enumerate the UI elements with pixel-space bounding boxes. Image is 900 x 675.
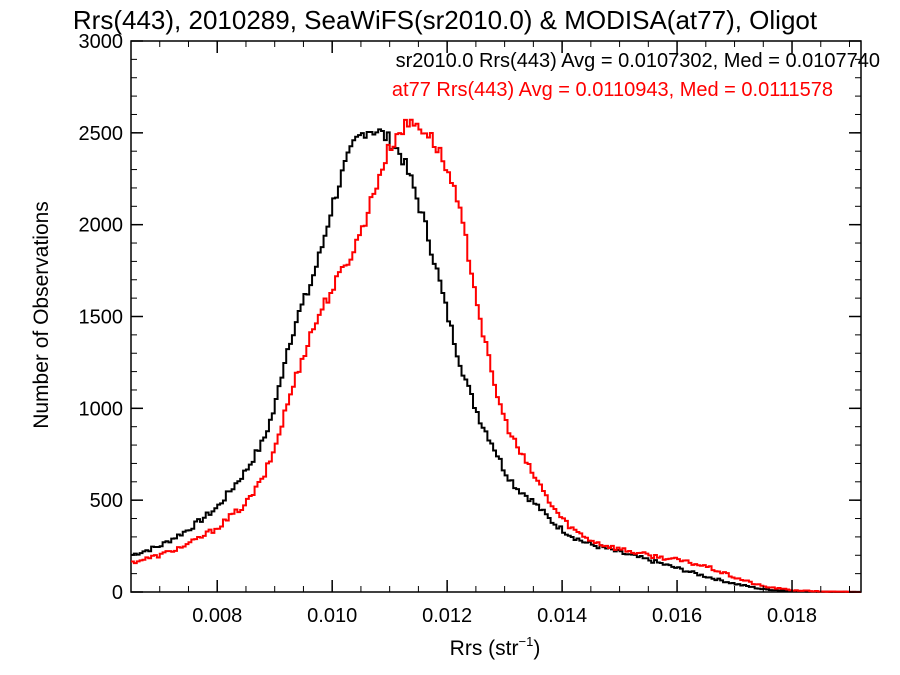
y-axis-label: Number of Observations xyxy=(30,201,53,429)
legend-entry-at77: at77 Rrs(443) Avg = 0.0110943, Med = 0.0… xyxy=(392,79,833,101)
y-tick-label: 2000 xyxy=(79,215,124,237)
legend-entry-sr2010: sr2010.0 Rrs(443) Avg = 0.0107302, Med =… xyxy=(396,50,880,72)
axes-layer: 0.008 0.010 0.012 0.014 0.016 0.018 0 500 1000 15… xyxy=(79,31,861,627)
x-tick-label: 0.016 xyxy=(652,605,702,627)
series-line-sr20100 xyxy=(131,128,861,593)
x-tick-label: 0.010 xyxy=(307,605,357,627)
chart-title: Rrs(443), 2010289, SeaWiFS(sr2010.0) & M… xyxy=(73,5,818,35)
x-tick-label: 0.014 xyxy=(537,605,587,627)
x-axis-label-close: ) xyxy=(533,637,540,660)
x-tick-label: 0.012 xyxy=(422,605,472,627)
y-tick-label: 1000 xyxy=(79,398,124,420)
x-tick-label: 0.018 xyxy=(767,605,817,627)
x-axis-label-main: Rrs (str xyxy=(450,637,519,660)
y-tick-label: 2500 xyxy=(79,123,124,145)
y-tick-label: 1500 xyxy=(79,307,124,329)
y-tick-label: 3000 xyxy=(79,31,124,53)
y-tick-label: 500 xyxy=(90,490,123,512)
y-tick-label: 0 xyxy=(112,582,123,604)
x-axis-label-sup: −1 xyxy=(519,634,534,649)
series-layer xyxy=(131,118,861,593)
series-line-at77 xyxy=(131,118,861,593)
x-axis-label: Rrs (str−1) xyxy=(450,634,541,660)
x-tick-label: 0.008 xyxy=(192,605,242,627)
